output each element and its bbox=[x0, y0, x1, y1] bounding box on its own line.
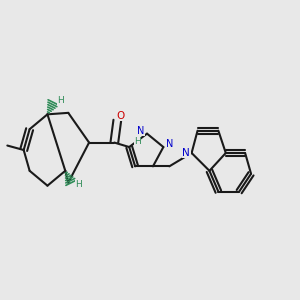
Text: H: H bbox=[134, 136, 141, 146]
Text: N: N bbox=[166, 139, 173, 149]
Text: N: N bbox=[182, 148, 190, 158]
Text: H: H bbox=[58, 97, 64, 106]
Text: H: H bbox=[75, 180, 82, 189]
Text: O: O bbox=[117, 111, 125, 121]
Text: N: N bbox=[137, 126, 145, 136]
